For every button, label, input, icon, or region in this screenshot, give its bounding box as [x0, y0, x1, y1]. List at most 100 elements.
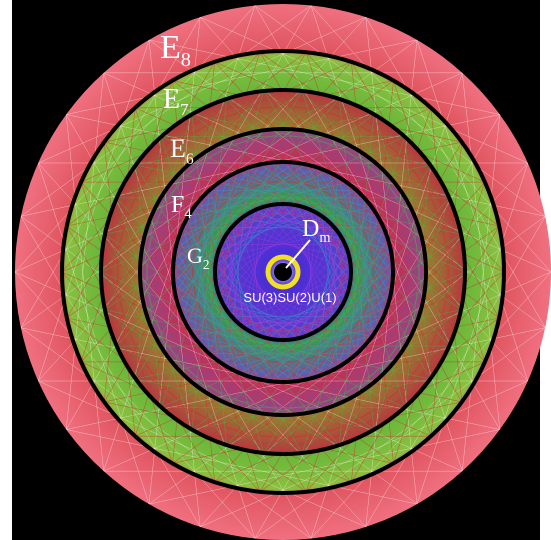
dm-label: Dm: [302, 216, 331, 246]
texture-line: [100, 90, 265, 273]
texture-line: [227, 231, 291, 340]
texture-line: [214, 271, 277, 340]
texture-line: [152, 135, 328, 331]
texture-line: [65, 114, 104, 472]
texture-line: [193, 336, 339, 368]
texture-line: [167, 129, 299, 357]
texture-line: [142, 129, 299, 243]
texture-line: [143, 301, 399, 357]
texture-line: [294, 162, 394, 273]
texture-line: [148, 39, 500, 115]
texture-line: [305, 271, 505, 493]
texture-line: [271, 162, 391, 250]
texture-line: [227, 285, 350, 313]
texture-line: [175, 248, 339, 368]
texture-line: [393, 182, 486, 464]
texture-line: [297, 271, 427, 415]
texture-line: [15, 5, 256, 273]
texture-line: [259, 317, 500, 493]
texture-line: [263, 164, 431, 454]
texture-line: [248, 227, 384, 377]
texture-line: [193, 162, 295, 337]
texture-line: [350, 225, 500, 483]
texture-line: [191, 98, 228, 430]
texture-line: [220, 299, 305, 337]
texture-line: [66, 51, 307, 227]
texture-line: [104, 114, 375, 311]
texture-line: [182, 167, 318, 317]
label-base: G: [187, 243, 203, 268]
texture-line: [152, 329, 328, 409]
texture-line: [104, 401, 394, 464]
texture-line: [275, 204, 339, 313]
texture-line: [248, 167, 384, 317]
texture-line: [148, 429, 500, 505]
texture-line: [227, 212, 318, 233]
texture-line: [316, 167, 391, 296]
texture-line: [404, 136, 431, 380]
label-sub: 6: [186, 151, 194, 168]
texture-line: [172, 162, 272, 273]
texture-line: [175, 207, 373, 250]
texture-line: [301, 271, 466, 454]
texture-line: [167, 187, 188, 379]
texture-line: [356, 207, 373, 354]
texture-line: [338, 234, 462, 446]
texture-line: [66, 317, 307, 493]
texture-line: [116, 114, 193, 347]
texture-line: [356, 190, 373, 337]
texture-line: [142, 147, 355, 302]
texture-line: [365, 16, 546, 328]
ring: [138, 127, 428, 417]
label-sub: 2: [203, 257, 210, 272]
label-base: E: [170, 134, 186, 163]
texture-line: [200, 380, 528, 528]
center-label: SU(3)SU(2)U(1): [243, 290, 336, 305]
texture-line: [135, 378, 375, 430]
texture-line: [216, 257, 318, 332]
texture-line: [275, 204, 350, 259]
texture-line: [248, 212, 339, 233]
texture-line: [227, 248, 391, 368]
texture-line: [338, 98, 462, 310]
texture-line: [139, 271, 269, 415]
texture-line: [20, 216, 201, 528]
texture-line: [167, 355, 355, 397]
texture-line: [338, 98, 375, 430]
texture-line: [226, 98, 450, 347]
texture-line: [316, 176, 339, 377]
texture-line: [220, 213, 250, 300]
texture-line: [227, 336, 373, 368]
texture-line: [310, 271, 551, 539]
texture-line: [430, 107, 463, 402]
texture-line: [430, 142, 463, 437]
texture-line: [248, 316, 384, 377]
texture-line: [226, 98, 450, 199]
texture-line: [135, 114, 375, 166]
texture-line: [303, 207, 318, 331]
texture-line: [338, 114, 375, 446]
texture-line: [191, 233, 462, 430]
texture-line: [104, 233, 375, 430]
texture-line: [328, 232, 339, 323]
texture-line: [116, 98, 340, 347]
texture-line: [214, 204, 277, 273]
texture-line: [209, 190, 272, 382]
ring-borders: [60, 49, 506, 495]
e8-label: E8: [160, 29, 191, 71]
texture-line: [209, 162, 272, 354]
texture-line: [193, 207, 391, 250]
texture-line: [294, 162, 357, 354]
texture-line: [301, 136, 406, 454]
texture-line: [66, 429, 418, 505]
texture-line: [294, 271, 394, 382]
texture-line: [226, 197, 450, 446]
texture-line: [211, 242, 424, 397]
texture-line: [187, 129, 269, 379]
texture-line: [167, 187, 423, 243]
texture-line: [214, 221, 329, 273]
texture-line: [61, 271, 261, 493]
texture-line: [289, 204, 329, 323]
